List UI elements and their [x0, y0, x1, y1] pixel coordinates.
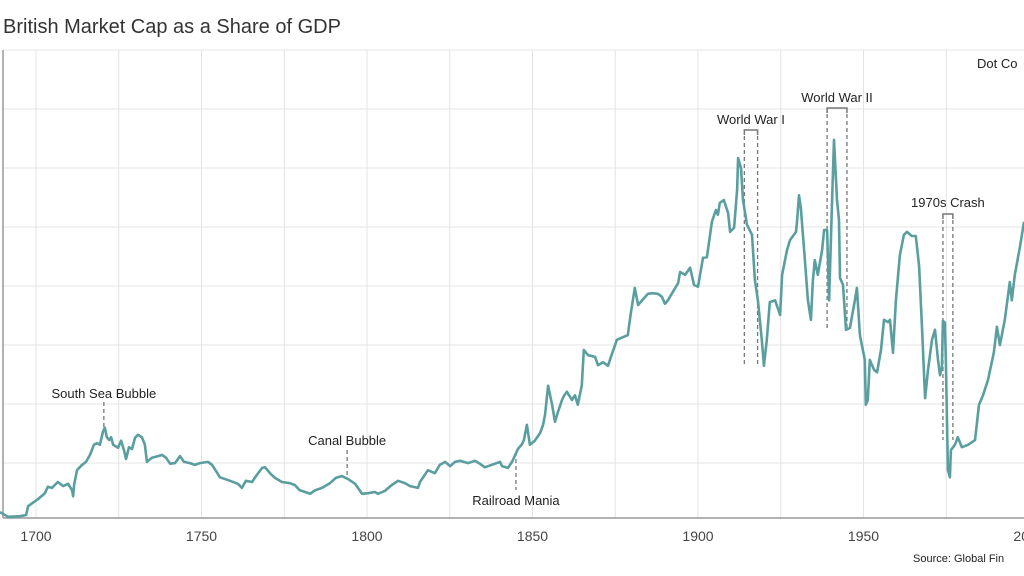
axes [2, 50, 1024, 519]
annotation-label: Dot Co [977, 56, 1017, 71]
annotation-bracket [826, 107, 848, 113]
x-tick-label: 2000 [1013, 528, 1024, 544]
x-tick-label: 1750 [186, 528, 217, 544]
annotation-label: World War I [717, 112, 785, 127]
source-note: Source: Global Fin [913, 553, 1004, 565]
x-tick-label: 1900 [682, 528, 713, 544]
x-tick-labels: 1700 1750 1800 1850 1900 1950 2000 [20, 528, 1024, 544]
annotation-bracket [942, 213, 954, 219]
x-tick-label: 1850 [517, 528, 548, 544]
annotation-label: Canal Bubble [308, 433, 386, 448]
gridlines [3, 49, 1024, 518]
annotation-label: 1970s Crash [911, 195, 985, 210]
annotation-label: World War II [801, 90, 873, 105]
annotation-bracket [743, 129, 759, 135]
series-line [0, 138, 1024, 519]
chart-title: British Market Cap as a Share of GDP [3, 16, 341, 38]
annotation-label: South Sea Bubble [51, 386, 156, 401]
x-tick-label: 1700 [20, 528, 51, 544]
annotation-label: Railroad Mania [472, 493, 560, 508]
x-tick-label: 1800 [351, 528, 382, 544]
annotations: South Sea Bubble Canal Bubble Railroad Man… [51, 56, 1017, 508]
x-tick-label: 1950 [848, 528, 879, 544]
